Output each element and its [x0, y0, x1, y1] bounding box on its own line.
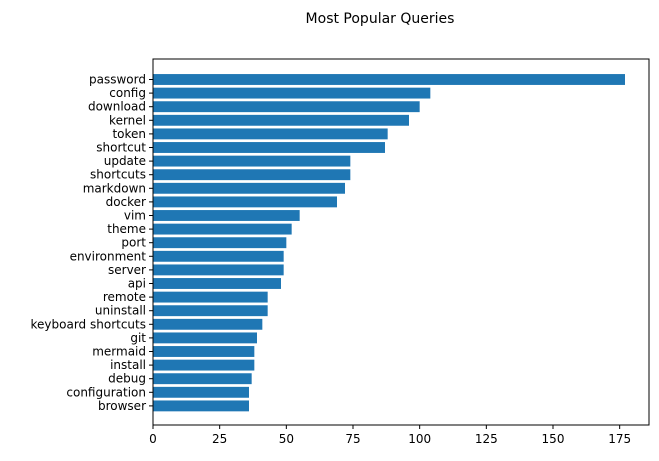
x-tick-label: 125 [475, 432, 498, 446]
category-label: markdown [83, 181, 146, 195]
bar-update [153, 155, 351, 167]
category-label: download [88, 100, 146, 114]
category-label: server [108, 263, 146, 277]
x-axis: 0 25 50 75 100 125 150 175 [149, 425, 631, 446]
category-label: kernel [109, 113, 146, 127]
bar-uninstall [153, 305, 268, 317]
plot-frame [152, 58, 650, 426]
category-label: port [121, 236, 146, 250]
category-label: docker [106, 195, 146, 209]
category-label: config [109, 86, 146, 100]
category-label: remote [103, 290, 146, 304]
category-label: mermaid [92, 345, 146, 359]
bar-configuration [153, 386, 249, 398]
category-label: theme [107, 222, 146, 236]
bar-debug [153, 373, 252, 385]
category-label: install [110, 358, 146, 372]
category-label: shortcut [96, 141, 146, 155]
bar-browser [153, 400, 249, 412]
x-tick-label: 150 [542, 432, 565, 446]
bar-theme [153, 223, 292, 235]
bar-kernel [153, 114, 409, 126]
bar-keyboard-shortcuts [153, 318, 263, 330]
x-tick-label: 25 [212, 432, 227, 446]
bar-api [153, 278, 281, 289]
x-tick-label: 175 [608, 432, 631, 446]
x-tick-label: 0 [149, 432, 157, 446]
bar-server [153, 264, 284, 276]
category-labels: passwordconfigdownloadkerneltokenshortcu… [31, 73, 153, 413]
x-tick-label: 50 [279, 432, 294, 446]
bar-shortcuts [153, 169, 351, 181]
category-label: api [128, 277, 146, 291]
bar-git [153, 332, 257, 344]
bar-install [153, 359, 255, 371]
bar-vim [153, 210, 300, 221]
category-label: uninstall [95, 304, 146, 318]
x-tick-label: 75 [345, 432, 360, 446]
category-label: configuration [66, 385, 146, 399]
bar-mermaid [153, 346, 255, 357]
bar-download [153, 101, 420, 113]
category-label: vim [124, 209, 146, 223]
category-label: update [104, 154, 146, 168]
x-tick-label: 100 [408, 432, 431, 446]
bar-port [153, 237, 287, 249]
bars-group [153, 74, 625, 412]
category-label: debug [108, 372, 146, 386]
bar-token [153, 128, 388, 140]
category-label: git [130, 331, 146, 345]
category-label: keyboard shortcuts [31, 317, 146, 331]
bar-remote [153, 291, 268, 303]
bar-shortcut [153, 142, 385, 153]
category-label: password [89, 73, 146, 87]
category-label: environment [70, 249, 147, 263]
bar-environment [153, 250, 284, 262]
chart-title: Most Popular Queries [306, 11, 455, 27]
category-label: token [112, 127, 146, 141]
category-label: browser [98, 399, 146, 413]
bar-password [153, 74, 625, 85]
category-label: shortcuts [90, 168, 146, 182]
bar-markdown [153, 182, 345, 194]
bar-docker [153, 196, 337, 208]
bar-config [153, 87, 431, 99]
